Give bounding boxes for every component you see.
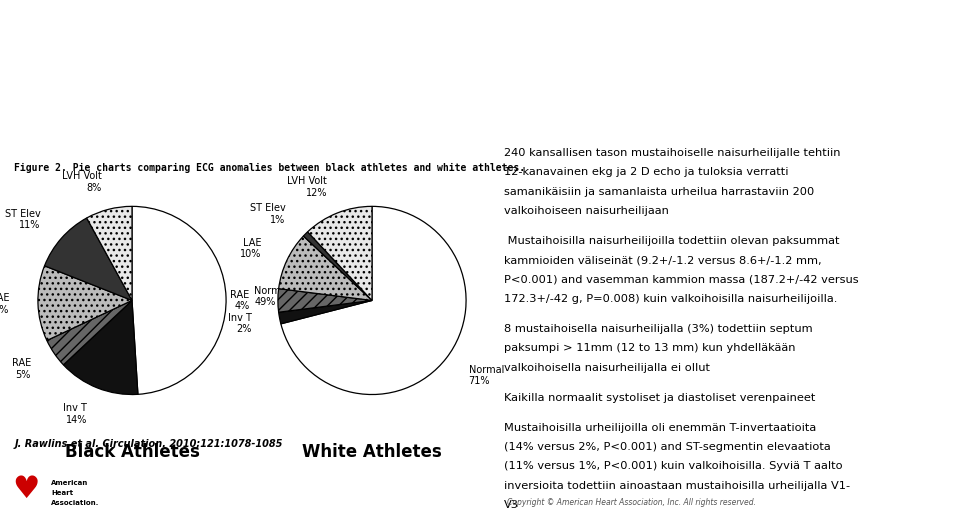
Text: (11% versus 1%, P<0.001) kuin valkoihoisilla. Syviä T aalto: (11% versus 1%, P<0.001) kuin valkoihois… <box>504 462 843 471</box>
Text: 12-kanavainen ekg ja 2 D echo ja tuloksia verratti: 12-kanavainen ekg ja 2 D echo ja tuloksi… <box>504 167 788 178</box>
Text: paksumpi > 11mm (12 to 13 mm) kun yhdelläkään: paksumpi > 11mm (12 to 13 mm) kun yhdell… <box>504 343 796 353</box>
Wedge shape <box>303 232 372 300</box>
Text: 172.3+/-42 g, P=0.008) kuin valkoihoisilla naisurheilijoilla.: 172.3+/-42 g, P=0.008) kuin valkoihoisil… <box>504 294 837 304</box>
Text: (14% versus 2%, P<0.001) and ST-segmentin elevaatiota: (14% versus 2%, P<0.001) and ST-segmenti… <box>504 442 830 452</box>
Wedge shape <box>278 236 372 300</box>
Text: 240 kansallisen tason mustaihoiselle naisurheilijalle tehtiin: 240 kansallisen tason mustaihoiselle nai… <box>504 148 841 158</box>
Text: Association.: Association. <box>51 500 100 507</box>
Text: RAE
5%: RAE 5% <box>12 358 31 380</box>
Text: ♥: ♥ <box>12 475 39 504</box>
Wedge shape <box>281 206 466 395</box>
Wedge shape <box>278 289 372 312</box>
Text: LAE
13%: LAE 13% <box>0 294 10 315</box>
Text: physical exercise in highly trained female athletes . v2004-2009.: physical exercise in highly trained fema… <box>17 68 903 92</box>
Wedge shape <box>63 300 138 395</box>
Text: LAE
10%: LAE 10% <box>240 238 261 259</box>
Text: White Athletes: White Athletes <box>302 443 442 462</box>
Text: Normal
71%: Normal 71% <box>468 365 504 386</box>
Text: Ethnic differences in physiological cardiac adaptation to intense: Ethnic differences in physiological card… <box>17 19 898 43</box>
Text: LVH Volt
8%: LVH Volt 8% <box>61 171 102 193</box>
Text: Black Athletes: Black Athletes <box>64 443 200 462</box>
Text: Inv T
2%: Inv T 2% <box>228 312 252 334</box>
Text: Normal
49%: Normal 49% <box>254 286 290 307</box>
Wedge shape <box>278 300 372 324</box>
Text: kammioiden väliseinät (9.2+/-1.2 versus 8.6+/-1.2 mm,: kammioiden väliseinät (9.2+/-1.2 versus … <box>504 255 822 265</box>
Wedge shape <box>44 218 132 300</box>
Text: 8 mustaihoisella naisurheilijalla (3%) todettiin septum: 8 mustaihoisella naisurheilijalla (3%) t… <box>504 324 812 334</box>
Text: Heart: Heart <box>51 490 73 496</box>
Text: V3: V3 <box>504 500 519 510</box>
Text: Rawlins J. (London) Circulation 2010.: Rawlins J. (London) Circulation 2010. <box>17 117 522 141</box>
Text: J. Rawlins et al. Circulation. 2010;121:1078-1085: J. Rawlins et al. Circulation. 2010;121:… <box>14 439 283 449</box>
Wedge shape <box>307 206 372 300</box>
Text: valkoihoisella naisurheilijalla ei ollut: valkoihoisella naisurheilijalla ei ollut <box>504 363 710 372</box>
Text: American: American <box>51 480 88 486</box>
Text: P<0.001) and vasemman kammion massa (187.2+/-42 versus: P<0.001) and vasemman kammion massa (187… <box>504 275 858 285</box>
Wedge shape <box>47 300 132 365</box>
Text: Inv T
14%: Inv T 14% <box>63 404 87 425</box>
Wedge shape <box>132 206 226 394</box>
Text: Copyright © American Heart Association, Inc. All rights reserved.: Copyright © American Heart Association, … <box>507 498 756 507</box>
Text: RAE
4%: RAE 4% <box>230 290 250 311</box>
Wedge shape <box>38 266 132 340</box>
Text: valkoihoiseen naisurheilijaan: valkoihoiseen naisurheilijaan <box>504 206 669 216</box>
Text: Mustaihoisilla urheilijoilla oli enemmän T-invertaatioita: Mustaihoisilla urheilijoilla oli enemmän… <box>504 423 816 433</box>
Wedge shape <box>86 206 132 300</box>
Text: Mustaihoisilla naisurheilijoilla todettiin olevan paksummat: Mustaihoisilla naisurheilijoilla todetti… <box>504 236 839 246</box>
Text: Figure 2. Pie charts comparing ECG anomalies between black athletes and white at: Figure 2. Pie charts comparing ECG anoma… <box>14 163 525 174</box>
Text: LVH Volt
12%: LVH Volt 12% <box>287 176 327 197</box>
Text: samanikäisiin ja samanlaista urheilua harrastaviin 200: samanikäisiin ja samanlaista urheilua ha… <box>504 186 814 197</box>
Text: Kaikilla normaalit systoliset ja diastoliset verenpaineet: Kaikilla normaalit systoliset ja diastol… <box>504 393 815 403</box>
Text: inversioita todettiin ainoastaan mustaihoisilla urheilijalla V1-: inversioita todettiin ainoastaan mustaih… <box>504 481 851 491</box>
Text: ST Elev
1%: ST Elev 1% <box>250 203 285 225</box>
Text: ST Elev
11%: ST Elev 11% <box>5 209 40 231</box>
